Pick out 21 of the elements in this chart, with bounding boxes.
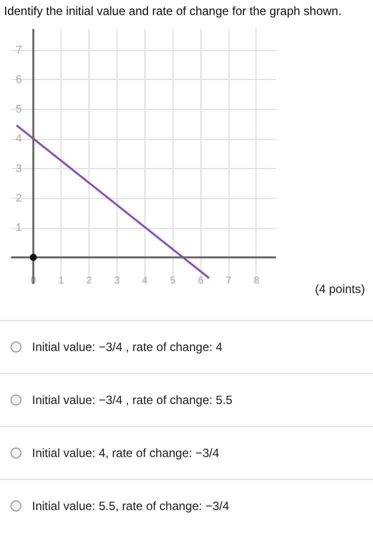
x-tick-label: 4 — [142, 275, 148, 286]
text: Initial value: 5.5, rate of change: −3/4 — [32, 499, 230, 513]
x-tick-label: 3 — [114, 275, 120, 286]
text: Initial value: 4, rate of change: −3/4 — [32, 446, 220, 460]
y-tick-label: 1 — [16, 222, 22, 234]
x-tick-label: 6 — [198, 275, 204, 286]
x-tick-label: 8 — [254, 275, 260, 286]
text: (4 points) — [314, 282, 365, 296]
y-tick-label: 7 — [16, 44, 22, 56]
y-tick-label: 2 — [16, 192, 22, 205]
x-tick-label: 2 — [86, 275, 92, 286]
chart-title: Identify the initial value and rate of change for the graph shown. — [3, 3, 343, 20]
text: Initial value: −3/4 , rate of change: 4 — [32, 340, 222, 354]
x-tick-label: 1 — [58, 275, 64, 286]
x-tick-label: 7 — [226, 275, 232, 286]
y-tick-label: 4 — [16, 133, 22, 146]
y-tick-label: 6 — [16, 74, 22, 86]
x-tick-label: 5 — [170, 275, 176, 286]
text: Initial value: −3/4 , rate of change: 5.5 — [32, 393, 232, 407]
y-tick-label: 5 — [16, 104, 22, 116]
y-tick-label: 3 — [16, 162, 22, 175]
